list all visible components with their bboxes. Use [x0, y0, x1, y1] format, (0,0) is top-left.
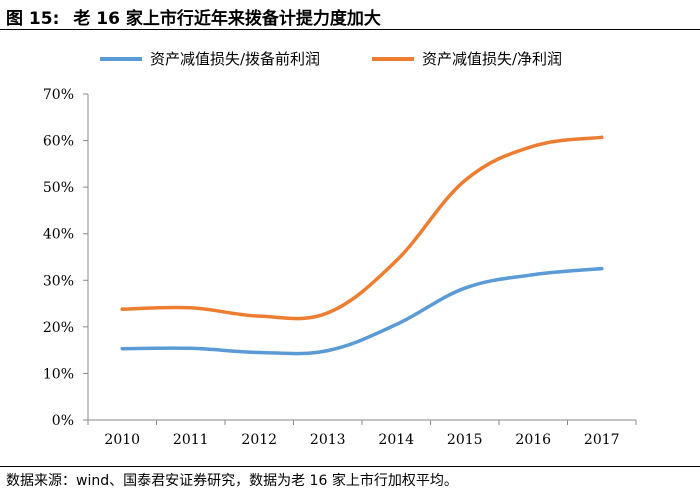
legend: 资产减值损失/拨备前利润 资产减值损失/净利润: [100, 50, 562, 68]
x-tick-label: 2011: [173, 432, 209, 448]
y-tick-label: 70%: [43, 87, 74, 103]
y-tick-label: 0%: [52, 413, 74, 429]
series-2-point-2016: [531, 144, 535, 148]
series-2-point-2014: [394, 259, 398, 263]
x-tick-label: 2016: [515, 432, 551, 448]
series-1-point-2011: [189, 346, 193, 350]
legend-label-1: 资产减值损失/拨备前利润: [150, 50, 320, 68]
y-tick-label: 40%: [43, 227, 74, 243]
series-2-point-2015: [463, 179, 467, 183]
series-1-point-2010: [120, 347, 124, 351]
x-tick-label: 2014: [378, 432, 414, 448]
x-axis: 2010 2011 2012 2013 2014 2015 2016 2017: [87, 419, 637, 448]
x-tick-label: 2015: [447, 432, 483, 448]
series-1-point-2014: [394, 322, 398, 327]
series-1-point-2012: [257, 350, 261, 355]
title-bar: 图 15: 老 16 家上市行近年来拨备计提力度加大: [0, 0, 700, 30]
series-2-point-2017: [600, 135, 604, 139]
series-2-point-2012: [257, 314, 261, 318]
line-chart: 资产减值损失/拨备前利润 资产减值损失/净利润 0% 10% 20% 30% 40% 50%…: [43, 50, 637, 448]
series-2-point-2013: [326, 311, 330, 315]
y-tick-label: 30%: [43, 273, 74, 289]
x-tick-label: 2010: [104, 432, 140, 448]
y-axis: 0% 10% 20% 30% 40% 50% 60% 70%: [43, 87, 89, 429]
y-tick-label: 50%: [43, 180, 74, 196]
figure-title: 图 15: 老 16 家上市行近年来拨备计提力度加大: [6, 4, 381, 29]
series-1-point-2013: [326, 349, 330, 353]
series-group: [120, 135, 604, 356]
source-note: 数据来源：wind、国泰君安证券研究，数据为老 16 家上市行加权平均。: [6, 473, 458, 489]
legend-label-2: 资产减值损失/净利润: [422, 50, 562, 68]
series-2-point-2010: [120, 307, 124, 311]
series-2-point-2011: [189, 306, 193, 310]
x-tick-label: 2017: [584, 432, 620, 448]
series-1-point-2015: [463, 286, 467, 290]
figure-number: 图 15:: [6, 9, 60, 29]
y-tick-label: 10%: [43, 366, 74, 382]
y-tick-label: 20%: [43, 320, 74, 336]
series-1-point-2017: [600, 267, 604, 271]
x-tick-label: 2013: [310, 432, 346, 448]
x-tick-label: 2012: [241, 432, 277, 448]
figure-title-text: 老 16 家上市行近年来拨备计提力度加大: [73, 9, 381, 29]
series-line-1: [120, 266, 604, 356]
series-1-point-2016: [531, 273, 535, 277]
footer-divider: [0, 466, 700, 467]
series-line-2: [120, 135, 604, 321]
y-tick-label: 60%: [43, 134, 74, 150]
